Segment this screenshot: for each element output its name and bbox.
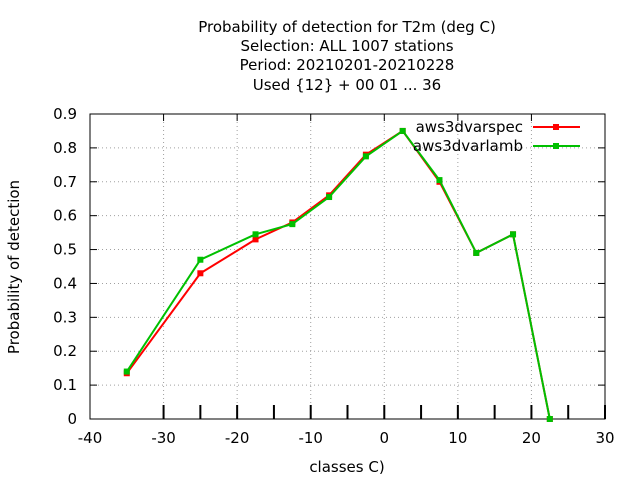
data-point-aws3dvarlamb bbox=[362, 153, 369, 160]
data-point-aws3dvarlamb bbox=[510, 231, 517, 238]
y-tick-label: 0.6 bbox=[53, 207, 77, 225]
legend-marker-aws3dvarlamb bbox=[553, 143, 559, 149]
y-tick-label: 0 bbox=[67, 410, 77, 428]
legend-marker-aws3dvarspec bbox=[553, 124, 559, 130]
y-tick-label: 0.1 bbox=[53, 376, 77, 394]
title-line-1: Probability of detection for T2m (deg C) bbox=[198, 18, 496, 36]
y-axis-label: Probability of detection bbox=[5, 180, 23, 354]
data-point-aws3dvarlamb bbox=[197, 256, 204, 263]
data-point-aws3dvarlamb bbox=[252, 231, 259, 238]
plot-frame bbox=[89, 113, 606, 420]
axis-ticks: 0 0.1 0.2 0.3 0.4 0.5 0.6 0.7 0.8 0.9 -40 -30 -20 -10… bbox=[53, 105, 614, 447]
x-tick-label: -20 bbox=[225, 429, 250, 447]
data-point-aws3dvarlamb bbox=[546, 416, 553, 422]
x-tick-label: 30 bbox=[595, 429, 614, 447]
y-tick-label: 0.7 bbox=[53, 173, 77, 191]
x-tick-label: 0 bbox=[380, 429, 390, 447]
data-point-aws3dvarlamb bbox=[289, 221, 296, 228]
x-tick-label: -40 bbox=[78, 429, 103, 447]
data-point-aws3dvarlamb bbox=[436, 177, 443, 184]
series-layer bbox=[123, 127, 553, 422]
y-tick-label: 0.8 bbox=[53, 139, 77, 157]
y-tick-label: 0.3 bbox=[53, 308, 77, 326]
y-tick-label: 0.9 bbox=[53, 105, 77, 123]
y-tick-label: 0.5 bbox=[53, 241, 77, 259]
legend-label: aws3dvarlamb bbox=[413, 137, 523, 155]
data-point-aws3dvarspec bbox=[197, 270, 204, 277]
x-tick-label: 20 bbox=[522, 429, 541, 447]
x-tick-label: 10 bbox=[448, 429, 467, 447]
title-line-4: Used {12} + 00 01 ... 36 bbox=[253, 76, 441, 94]
title-line-3: Period: 20210201-20210228 bbox=[240, 56, 455, 74]
data-point-aws3dvarspec bbox=[252, 236, 259, 243]
y-tick-label: 0.2 bbox=[53, 342, 77, 360]
series-line-aws3dvarlamb bbox=[125, 129, 551, 420]
grid bbox=[90, 114, 605, 419]
data-point-aws3dvarlamb bbox=[399, 127, 406, 134]
title-line-2: Selection: ALL 1007 stations bbox=[240, 37, 453, 55]
x-tick-label: -30 bbox=[151, 429, 176, 447]
chart-title: Probability of detection for T2m (deg C)… bbox=[198, 18, 496, 94]
legend-label: aws3dvarspec bbox=[416, 118, 523, 136]
data-point-aws3dvarlamb bbox=[326, 194, 333, 201]
data-point-aws3dvarlamb bbox=[123, 368, 130, 375]
y-tick-label: 0.4 bbox=[53, 274, 77, 292]
x-tick-label: -10 bbox=[298, 429, 323, 447]
data-point-aws3dvarlamb bbox=[473, 249, 480, 256]
x-axis-label: classes C) bbox=[309, 458, 384, 476]
